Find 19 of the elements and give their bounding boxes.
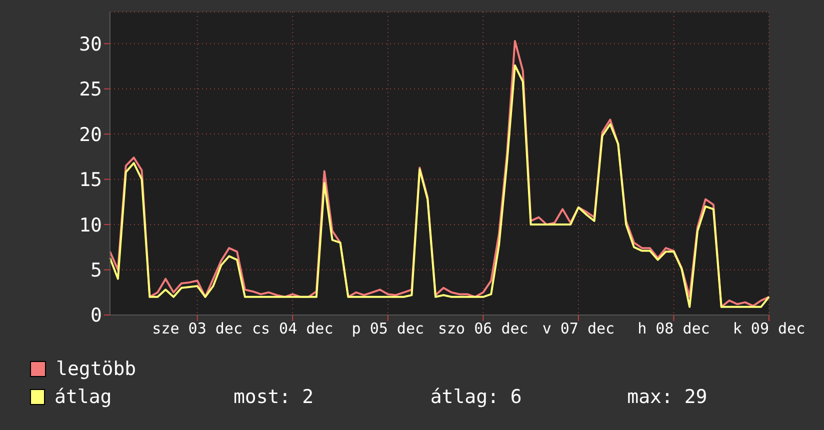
text: most: 2 (233, 386, 315, 408)
y-tick-label: 30 (79, 33, 102, 56)
x-tick-label: sze 03 dec (152, 320, 242, 338)
y-tick-label: 10 (79, 214, 102, 236)
y-tick-label: 25 (79, 78, 102, 101)
legend-label: legtöbb (56, 358, 138, 380)
text: átlag: 6 (430, 386, 523, 408)
y-tick-label: 5 (90, 260, 102, 282)
text: max: 29 (627, 386, 708, 408)
y-tick-label: 15 (79, 169, 102, 192)
x-tick-label: szo 06 dec (438, 320, 528, 338)
x-tick-label: h 08 dec (638, 320, 710, 338)
x-tick-label: cs 04 dec (252, 320, 334, 338)
legend-label: átlag (54, 386, 113, 408)
x-tick-label: v 07 dec (542, 320, 615, 338)
x-tick-label: p 05 dec (352, 320, 424, 338)
x-tick-label: k 09 dec (732, 320, 806, 338)
y-tick-label: 0 (90, 304, 102, 327)
y-tick-label: 20 (79, 124, 102, 146)
